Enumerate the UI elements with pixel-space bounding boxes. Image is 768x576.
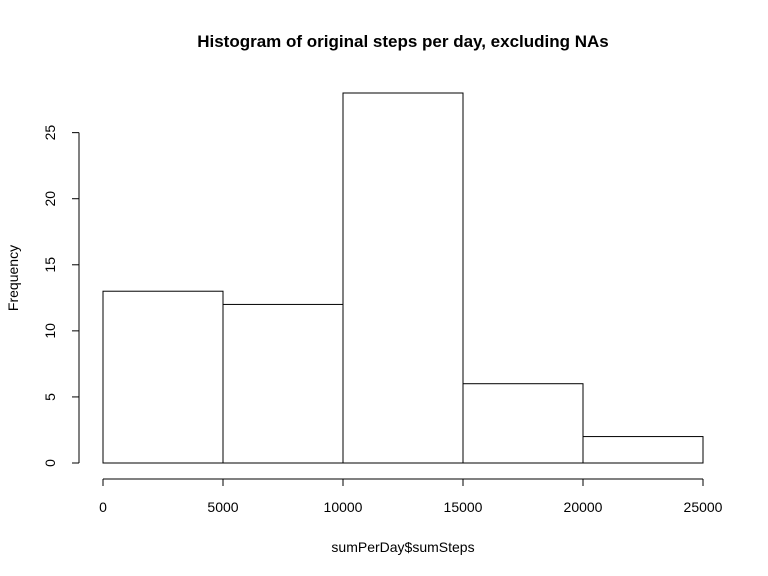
y-axis: 0 5 10 15 20 25	[42, 125, 80, 467]
bar-bin-1	[222, 303, 344, 464]
x-tick-label: 0	[99, 499, 107, 515]
bar-bin-2	[342, 92, 464, 464]
x-tick-label: 5000	[207, 499, 238, 515]
x-tick-label: 25000	[684, 499, 723, 515]
y-tick-label: 20	[42, 191, 58, 207]
y-tick-label: 0	[42, 459, 58, 467]
y-tick-label: 15	[42, 257, 58, 273]
y-tick-label: 25	[42, 125, 58, 141]
bars-group	[102, 92, 704, 464]
x-axis-label: sumPerDay$sumSteps	[331, 539, 474, 555]
x-axis: 0 5000 10000 15000 20000 25000	[99, 478, 723, 515]
x-tick-label: 15000	[444, 499, 483, 515]
chart-title: Histogram of original steps per day, exc…	[197, 32, 609, 51]
y-tick-label: 5	[42, 393, 58, 401]
y-tick-label: 10	[42, 323, 58, 339]
bar-bin-0	[102, 290, 224, 464]
bar-bin-3	[462, 383, 584, 464]
y-axis-label: Frequency	[5, 245, 21, 311]
bar-bin-4	[582, 436, 704, 464]
x-tick-label: 10000	[324, 499, 363, 515]
x-tick-label: 20000	[564, 499, 603, 515]
